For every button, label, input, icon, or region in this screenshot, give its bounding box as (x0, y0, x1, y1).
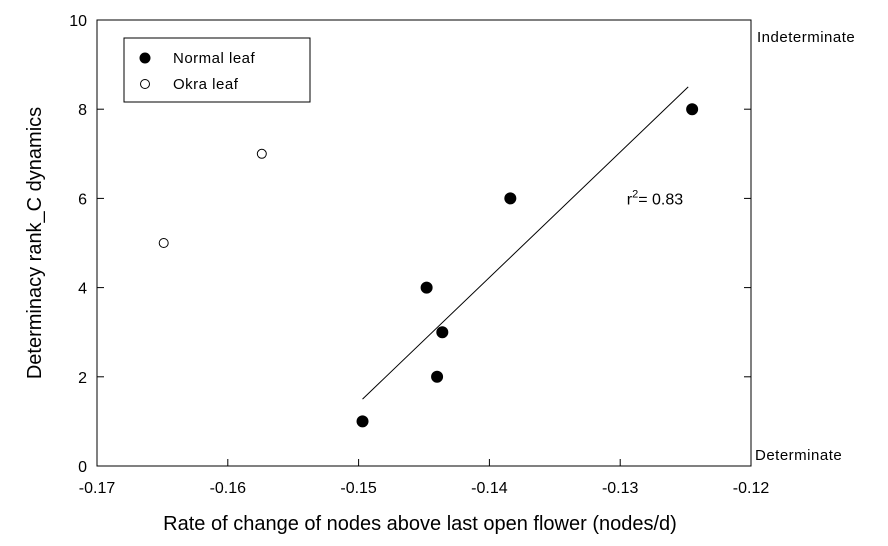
x-tick-label: -0.15 (340, 480, 377, 497)
point-normal-leaf (356, 415, 369, 428)
y-axis-title: Determinacy rank_C dynamics (24, 107, 46, 379)
point-normal-leaf (420, 281, 433, 294)
point-okra-leaf (256, 148, 267, 159)
determinate-label: Determinate (755, 447, 842, 464)
x-tick-label: -0.14 (471, 480, 508, 497)
x-tick-label: -0.13 (602, 480, 639, 497)
y-tick-label: 2 (78, 370, 87, 387)
x-axis-title: Rate of change of nodes above last open … (163, 513, 677, 535)
x-tick-label: -0.16 (210, 480, 247, 497)
legend-box (123, 37, 311, 103)
point-normal-leaf (431, 370, 444, 383)
plot-frame (96, 19, 752, 467)
x-axis: -0.17 -0.16 -0.15 -0.14 -0.13 -0.12 (79, 459, 770, 497)
r-squared-prefix: r (627, 191, 633, 208)
legend-label-okra-leaf: Okra leaf (173, 76, 239, 93)
legend: Normal leaf Okra leaf (123, 37, 311, 103)
y-tick-label: 8 (78, 102, 87, 119)
y-tick-label: 0 (78, 459, 87, 476)
data-points (158, 103, 699, 428)
legend-label-normal-leaf: Normal leaf (173, 50, 256, 67)
y-tick-label: 4 (78, 281, 87, 298)
legend-marker-okra-leaf (140, 79, 150, 89)
point-okra-leaf (158, 238, 169, 248)
regression-line (362, 86, 689, 400)
x-tick-label: -0.17 (79, 480, 116, 497)
y-tick-label: 10 (69, 13, 87, 30)
point-normal-leaf (686, 103, 699, 116)
y-axis: 0 2 4 6 8 10 (69, 13, 751, 476)
legend-marker-normal-leaf (139, 52, 151, 64)
r-squared-exponent: 2 (632, 188, 638, 200)
point-normal-leaf (504, 192, 517, 205)
point-normal-leaf (436, 326, 449, 339)
r-squared-value: = 0.83 (638, 191, 683, 208)
indeterminate-label: Indeterminate (757, 29, 855, 46)
r-squared-annotation: r2= 0.83 (627, 188, 683, 208)
y-tick-label: 6 (78, 191, 87, 208)
x-tick-label: -0.12 (733, 480, 770, 497)
